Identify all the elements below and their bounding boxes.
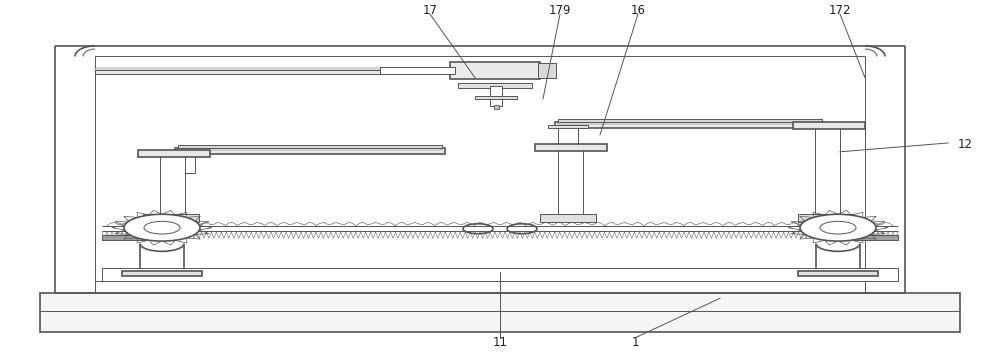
Bar [160, 152, 185, 215]
Circle shape [144, 221, 180, 234]
Text: 11: 11 [492, 336, 508, 349]
Circle shape [124, 214, 200, 241]
Bar [102, 235, 157, 240]
Circle shape [800, 214, 876, 241]
Bar [843, 235, 898, 240]
Bar [490, 86, 502, 106]
Bar [175, 152, 195, 173]
Bar [475, 96, 517, 99]
Text: 1: 1 [631, 336, 639, 349]
Bar [558, 121, 822, 124]
Bar [494, 105, 499, 109]
Bar [538, 63, 556, 78]
Text: 12: 12 [958, 138, 972, 151]
Bar [178, 148, 442, 150]
Bar [548, 125, 588, 128]
Bar [815, 124, 840, 215]
Bar [95, 68, 485, 70]
Bar [558, 127, 578, 148]
Bar [178, 145, 442, 148]
Bar [165, 151, 205, 154]
Bar [102, 268, 898, 281]
Bar [95, 70, 485, 74]
Bar [138, 150, 210, 157]
Bar [793, 122, 865, 129]
Circle shape [820, 221, 856, 234]
Bar [450, 62, 540, 79]
Bar [122, 271, 202, 276]
Bar [798, 214, 854, 222]
Bar [175, 148, 445, 154]
Text: 17: 17 [422, 4, 438, 17]
Bar [380, 67, 455, 74]
Bar [458, 83, 532, 88]
Bar [558, 119, 822, 122]
Text: 16: 16 [631, 4, 646, 17]
Bar [798, 271, 878, 276]
Bar [40, 293, 960, 332]
Bar [143, 214, 199, 222]
Text: 179: 179 [549, 4, 571, 17]
Text: 172: 172 [829, 4, 851, 17]
Bar [555, 122, 825, 128]
Bar [558, 146, 583, 215]
Bar [540, 214, 596, 222]
Bar [535, 144, 607, 151]
